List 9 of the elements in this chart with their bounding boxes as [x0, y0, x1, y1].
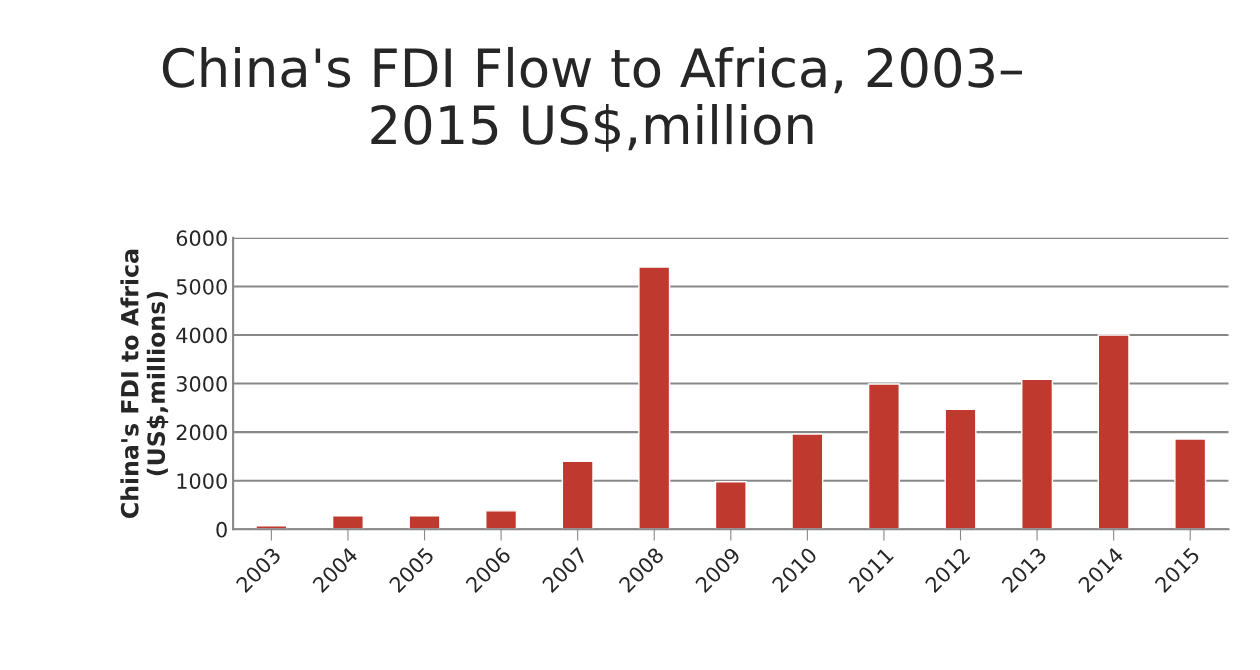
y-tick-label: 6000	[176, 230, 227, 247]
y-axis-title: China's FDI to Africa (US$,millions)	[120, 249, 169, 518]
y-tick-label: 5000	[176, 278, 227, 295]
chart-title: China's FDI Flow to Africa, 2003– 2015 US$,million	[162, 46, 1022, 152]
y-tick-label: 4000	[176, 327, 227, 344]
y-tick-label: 2000	[176, 424, 227, 441]
y-tick-label: 1000	[177, 473, 227, 489]
y-tick-label: 3000	[176, 376, 227, 392]
y-tick-label: 0	[216, 521, 227, 538]
